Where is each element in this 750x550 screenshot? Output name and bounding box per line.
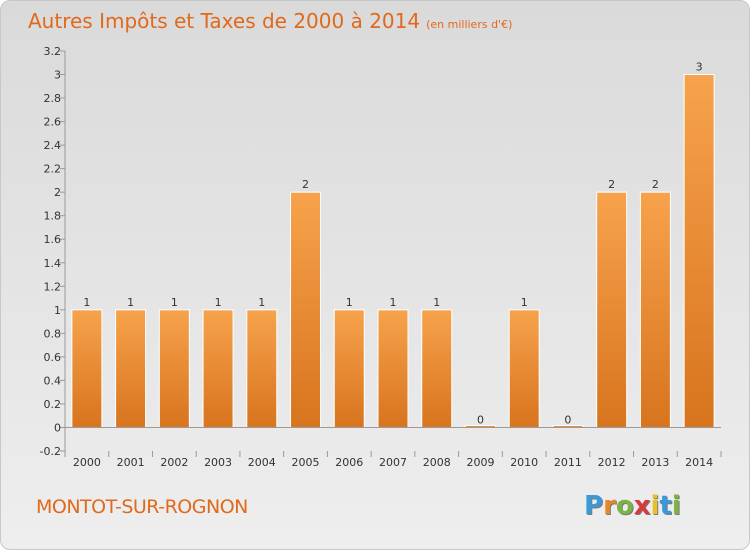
logo-letter: P bbox=[584, 491, 604, 521]
chart-title-block: Autres Impôts et Taxes de 2000 à 2014 (en… bbox=[28, 9, 512, 33]
data-label: 1 bbox=[433, 296, 440, 309]
logo-letter: i bbox=[671, 491, 681, 521]
bar-2004 bbox=[246, 309, 278, 428]
x-tick-label: 2000 bbox=[73, 456, 101, 469]
x-tick-label: 2009 bbox=[466, 456, 494, 469]
chart-title: Autres Impôts et Taxes de 2000 à 2014 bbox=[28, 9, 421, 33]
x-tick-label: 2002 bbox=[160, 456, 188, 469]
x-tick-label: 2012 bbox=[598, 456, 626, 469]
bar-2013 bbox=[639, 191, 671, 428]
x-tick-label: 2004 bbox=[248, 456, 276, 469]
data-label: 2 bbox=[302, 178, 309, 191]
y-tick-label: 1.8 bbox=[44, 210, 62, 223]
data-label: 1 bbox=[215, 296, 222, 309]
y-tick-label: 2 bbox=[54, 186, 61, 199]
y-tick-label: -0.2 bbox=[40, 445, 61, 458]
data-label: 0 bbox=[564, 413, 571, 426]
y-tick-label: 1.6 bbox=[44, 233, 62, 246]
bar-2008 bbox=[421, 309, 453, 428]
data-label: 0 bbox=[477, 413, 484, 426]
logo-letter: r bbox=[603, 491, 616, 521]
chart-unit: (en milliers d'€) bbox=[426, 18, 513, 31]
x-tick-label: 2013 bbox=[641, 456, 669, 469]
x-tick-label: 2014 bbox=[685, 456, 713, 469]
data-label: 1 bbox=[258, 296, 265, 309]
bar-2012 bbox=[596, 191, 628, 428]
bar-2000 bbox=[71, 309, 103, 428]
y-tick-label: 0.4 bbox=[44, 374, 62, 387]
y-tick-label: 1 bbox=[54, 304, 61, 317]
x-tick-label: 2003 bbox=[204, 456, 232, 469]
x-tick-label: 2006 bbox=[335, 456, 363, 469]
bar-2006 bbox=[333, 309, 365, 428]
data-label: 3 bbox=[696, 61, 703, 74]
proxiti-logo: Proxiti bbox=[584, 491, 681, 521]
y-tick-label: 2.2 bbox=[44, 163, 62, 176]
x-tick-label: 2007 bbox=[379, 456, 407, 469]
y-tick-label: 2.4 bbox=[44, 139, 62, 152]
x-tick-label: 2011 bbox=[554, 456, 582, 469]
logo-letter: t bbox=[659, 491, 672, 521]
data-label: 1 bbox=[390, 296, 397, 309]
y-tick-label: 2.6 bbox=[44, 116, 62, 129]
x-tick-label: 2001 bbox=[117, 456, 145, 469]
logo-letter: i bbox=[650, 491, 660, 521]
data-label: 1 bbox=[127, 296, 134, 309]
y-tick-label: 1.2 bbox=[44, 280, 62, 293]
data-label: 1 bbox=[346, 296, 353, 309]
bar-2003 bbox=[202, 309, 234, 428]
bar-2005 bbox=[290, 191, 322, 428]
bar-2001 bbox=[115, 309, 147, 428]
y-tick-label: 2.8 bbox=[44, 92, 62, 105]
x-tick-label: 2010 bbox=[510, 456, 538, 469]
data-label: 1 bbox=[521, 296, 528, 309]
logo-letter: o bbox=[615, 491, 634, 521]
y-tick-label: 0.2 bbox=[44, 398, 62, 411]
bar-2014 bbox=[683, 74, 715, 428]
y-tick-label: 3.2 bbox=[44, 45, 62, 58]
y-tick-label: 0.8 bbox=[44, 327, 62, 340]
y-tick-label: 1.4 bbox=[44, 257, 62, 270]
data-label: 1 bbox=[83, 296, 90, 309]
logo-letter: x bbox=[633, 491, 651, 521]
bar-2007 bbox=[377, 309, 409, 428]
data-label: 2 bbox=[608, 178, 615, 191]
bar-2002 bbox=[158, 309, 190, 428]
y-tick-label: 3 bbox=[54, 69, 61, 82]
commune-name: MONTOT-SUR-ROGNON bbox=[36, 496, 248, 518]
data-label: 2 bbox=[652, 178, 659, 191]
y-tick-label: 0.6 bbox=[44, 351, 62, 364]
y-tick-label: 0 bbox=[54, 421, 61, 434]
data-label: 1 bbox=[171, 296, 178, 309]
x-tick-label: 2005 bbox=[292, 456, 320, 469]
x-tick-label: 2008 bbox=[423, 456, 451, 469]
bar-2010 bbox=[508, 309, 540, 428]
